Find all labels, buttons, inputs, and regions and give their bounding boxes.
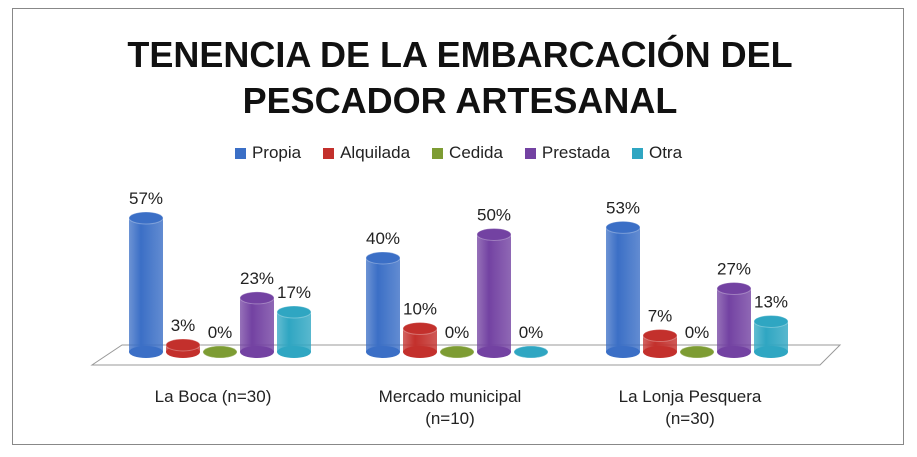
bar-top: [476, 227, 512, 241]
bar: [276, 305, 312, 358]
bar-body: [477, 234, 511, 352]
x-tick-label: La Boca (n=30): [154, 387, 272, 406]
data-label: 3%: [171, 316, 196, 335]
bar: [365, 251, 401, 358]
legend-swatch: [234, 147, 246, 159]
x-tick-label: Mercado municipal (n=10): [378, 387, 522, 428]
legend-swatch: [432, 147, 444, 159]
x-tick-label: La Lonja Pesquera (n=30): [618, 387, 762, 428]
bar-top: [753, 314, 789, 328]
bar-body: [717, 288, 751, 352]
data-label: 23%: [240, 269, 274, 288]
bar: [239, 291, 275, 358]
bar: [513, 345, 549, 359]
legend-label: Alquilada: [340, 143, 411, 162]
bar: [642, 329, 678, 358]
chart-title: TENENCIA DE LA EMBARCACIÓN DEL PESCADOR …: [127, 34, 793, 121]
legend-item: Alquilada: [323, 143, 410, 163]
data-label: 0%: [208, 323, 233, 342]
bar-body: [277, 312, 311, 352]
bar: [128, 211, 164, 358]
legend-item: Cedida: [432, 143, 503, 163]
chart-frame: [12, 8, 904, 445]
data-label: 10%: [403, 299, 437, 318]
legend-swatch: [323, 147, 335, 159]
legend: Propia Alquilada Cedida Prestada Otra: [0, 143, 917, 163]
bar-top: [165, 338, 201, 352]
data-label: 7%: [648, 307, 673, 326]
data-label: 0%: [685, 323, 710, 342]
legend-item: Prestada: [524, 143, 610, 163]
bar-body: [606, 227, 640, 352]
bar-top: [202, 345, 238, 359]
legend-swatch: [631, 147, 643, 159]
legend-item: Otra: [631, 143, 683, 163]
bar: [202, 345, 238, 359]
bar-body: [403, 328, 437, 352]
legend-label: Otra: [648, 143, 683, 162]
bar-top: [239, 291, 275, 305]
bar: [402, 321, 438, 358]
bar-top: [716, 282, 752, 296]
bar: [679, 345, 715, 359]
legend-swatch: [524, 147, 536, 159]
legend-label: Cedida: [449, 143, 503, 162]
bar-top: [128, 211, 164, 225]
data-label: 0%: [519, 323, 544, 342]
legend-item: Propia: [234, 143, 302, 163]
bar-top: [365, 251, 401, 265]
bar-body: [129, 218, 163, 352]
bar-top: [402, 321, 438, 335]
data-label: 40%: [366, 229, 400, 248]
bar: [716, 282, 752, 358]
data-label: 13%: [754, 292, 788, 311]
bar: [165, 338, 201, 358]
bar-top: [513, 345, 549, 359]
legend-label: Prestada: [541, 143, 610, 162]
data-label: 57%: [129, 189, 163, 208]
data-label: 50%: [477, 205, 511, 224]
bar-top: [439, 345, 475, 359]
data-label: 27%: [717, 260, 751, 279]
bar-body: [366, 257, 400, 352]
bar: [753, 314, 789, 358]
legend-label: Propia: [251, 143, 302, 162]
data-label: 17%: [277, 283, 311, 302]
bar-top: [276, 305, 312, 319]
data-label: 0%: [445, 323, 470, 342]
bar-top: [642, 329, 678, 343]
bar: [605, 220, 641, 358]
bar-top: [679, 345, 715, 359]
bar-body: [240, 297, 274, 352]
bar: [476, 227, 512, 358]
data-label: 53%: [606, 198, 640, 217]
bar: [439, 345, 475, 359]
bar-top: [605, 220, 641, 234]
